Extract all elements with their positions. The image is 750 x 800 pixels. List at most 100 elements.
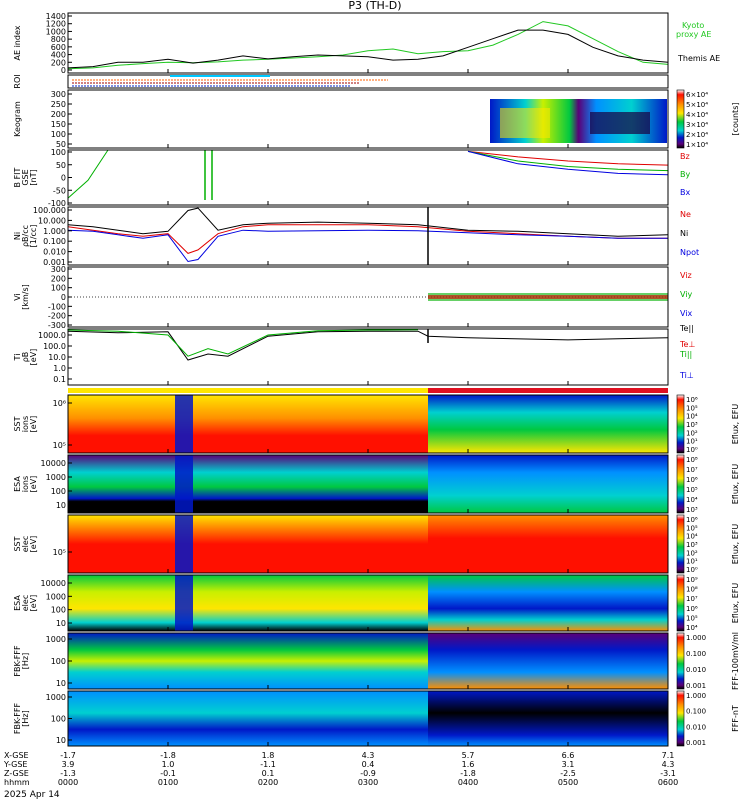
sst-ion-spectrogram-left bbox=[68, 395, 428, 453]
esa-ion-cbar-label: Eflux, EFU bbox=[731, 464, 740, 505]
esa-elec-dropout bbox=[175, 575, 193, 631]
mode-bar-slow bbox=[68, 388, 428, 393]
temperature-series-line bbox=[67, 330, 669, 361]
sst-ion-cbar-label: Eflux, EFU bbox=[731, 404, 740, 445]
esa-elec-ytick-label: 10000 bbox=[41, 579, 66, 588]
keogram-ytick-label: 200 bbox=[51, 110, 66, 119]
bfield-ytick-label: -50 bbox=[53, 186, 66, 195]
date-label: 2025 Apr 14 bbox=[4, 790, 60, 800]
fbk-b-ytick-label: 100 bbox=[51, 657, 66, 666]
sst-ion-cbar-tick: 10⁰ bbox=[686, 446, 698, 454]
fbk-e-colorbar bbox=[676, 690, 685, 747]
keogram-ytick-label: 300 bbox=[51, 90, 66, 99]
orbit-value: 1.6 bbox=[462, 760, 475, 769]
bfield-series-line bbox=[67, 149, 669, 199]
bfield-legend: Bz bbox=[680, 152, 690, 161]
orbit-value: 1.0 bbox=[162, 760, 175, 769]
sst-ion-spectrogram-right bbox=[428, 395, 668, 453]
fbk-e-spectrogram-left bbox=[68, 691, 428, 746]
bfield-series-line bbox=[467, 150, 669, 166]
density-ylabel: ρB/cc bbox=[21, 225, 30, 247]
keogram-cbar-tick: 6×10⁴ bbox=[686, 91, 708, 99]
orbit-value: -1.8 bbox=[160, 751, 176, 760]
orbit-value: 0.4 bbox=[362, 760, 375, 769]
keogram-image-patch bbox=[500, 108, 550, 138]
sst-ion-ytick-label: 10⁵ bbox=[53, 441, 66, 450]
fbk-b-ytick-label: 10 bbox=[56, 679, 66, 688]
esa-elec-ylabel: [eV] bbox=[29, 595, 38, 612]
ae-legend-themis: Themis AE bbox=[677, 54, 720, 63]
orbit-value: 4.3 bbox=[662, 760, 675, 769]
fbk-b-cbar-tick: 0.100 bbox=[686, 650, 706, 658]
ae-legend-proxy: proxy AE bbox=[676, 30, 711, 39]
esa-ion-colorbar bbox=[676, 454, 685, 514]
sst-elec-colorbar bbox=[676, 514, 685, 574]
temperature-legend: Ti⊥ bbox=[679, 371, 694, 380]
orbit-value: 1.8 bbox=[262, 751, 275, 760]
bfield-legend: By bbox=[680, 170, 690, 179]
keogram-cbar-tick: 3×10⁴ bbox=[686, 121, 708, 129]
temperature-panel-frame bbox=[67, 328, 669, 386]
sst-elec-cbar-tick: 10⁴ bbox=[686, 533, 698, 541]
sst-ion-colorbar bbox=[676, 394, 685, 454]
fbk-b-cbar-tick: 1.000 bbox=[686, 634, 706, 642]
keogram-cbar-label: [counts] bbox=[731, 103, 740, 136]
ae-series-line bbox=[67, 21, 669, 70]
orbit-value: -1.8 bbox=[460, 769, 476, 778]
temperature-ytick-label: 1.0 bbox=[53, 364, 66, 373]
fbk-e-ytick-label: 10 bbox=[56, 736, 66, 745]
velocity-legend: Viy bbox=[680, 290, 693, 299]
esa-elec-ytick-label: 1000 bbox=[46, 592, 66, 601]
sst-elec-cbar-tick: 10⁰ bbox=[686, 566, 698, 574]
velocity-ytick-label: 100 bbox=[51, 284, 66, 293]
sst-elec-dropout bbox=[175, 515, 193, 573]
sst-ion-cbar-tick: 10³ bbox=[686, 421, 698, 429]
keogram-ytick-label: 250 bbox=[51, 100, 66, 109]
esa-ion-ylabel: ESA bbox=[13, 476, 22, 492]
esa-ion-ylabel: [eV] bbox=[29, 476, 38, 493]
density-series-line bbox=[67, 229, 668, 263]
keogram-ylabel: Keogram bbox=[13, 101, 22, 137]
density-ytick-label: 1.000 bbox=[43, 227, 66, 236]
esa-elec-cbar-tick: 10⁴ bbox=[686, 624, 698, 632]
esa-ion-cbar-tick: 10⁶ bbox=[686, 476, 698, 484]
bfield-ytick-label: 0 bbox=[61, 174, 66, 183]
temperature-legend: Te|| bbox=[679, 324, 694, 333]
fbk-b-ytick-label: 1000 bbox=[46, 635, 66, 644]
fbk-b-ylabel: FBK-FFF bbox=[13, 645, 22, 677]
sst-elec-ylabel: SST bbox=[13, 536, 22, 551]
sst-ion-cbar-tick: 10⁶ bbox=[686, 396, 698, 404]
esa-ion-ytick-label: 10000 bbox=[41, 459, 66, 468]
ae-ytick-label: 1200 bbox=[46, 20, 66, 29]
fbk-e-cbar-tick: 1.000 bbox=[686, 692, 706, 700]
bfield-series-line bbox=[467, 150, 669, 176]
sst-elec-ytick-label: 10⁵ bbox=[53, 548, 66, 557]
keogram-colorbar bbox=[676, 89, 685, 149]
bfield-ylabel: GSE bbox=[21, 169, 30, 185]
esa-elec-cbar-tick: 10⁸ bbox=[686, 586, 698, 594]
orbit-value: 3.9 bbox=[62, 760, 75, 769]
orbit-value: -1.7 bbox=[60, 751, 76, 760]
keogram-cbar-tick: 1×10⁴ bbox=[686, 141, 708, 149]
esa-elec-spectrogram-left bbox=[68, 575, 428, 631]
orbit-row-name: X-GSE bbox=[4, 751, 29, 760]
sst-ion-cbar-tick: 10¹ bbox=[686, 438, 698, 446]
mode-bar-fast bbox=[428, 388, 668, 393]
fbk-b-spectrogram-right bbox=[428, 633, 668, 689]
bfield-ytick-label: 50 bbox=[56, 161, 66, 170]
velocity-ylabel: [km/s] bbox=[21, 284, 30, 310]
ae-ylabel: AE index bbox=[13, 25, 22, 60]
ae-series-line bbox=[67, 29, 669, 69]
fbk-e-cbar-label: FFF-nT bbox=[731, 705, 740, 732]
bfield-ytick-label: -100 bbox=[48, 199, 66, 208]
temperature-ytick-label: 10.0 bbox=[48, 353, 66, 362]
ae-legend-kyoto: Kyoto bbox=[682, 21, 704, 30]
orbit-value: 0600 bbox=[658, 778, 678, 787]
velocity-legend: Viz bbox=[680, 271, 692, 280]
orbit-value: 0500 bbox=[558, 778, 578, 787]
bfield-ytick-label: 100 bbox=[51, 148, 66, 157]
temperature-ytick-label: 1000.0 bbox=[38, 331, 66, 340]
temperature-ylabel: [eV] bbox=[29, 349, 38, 366]
velocity-ytick-label: 300 bbox=[51, 265, 66, 274]
density-ytick-label: 0.010 bbox=[43, 248, 66, 257]
